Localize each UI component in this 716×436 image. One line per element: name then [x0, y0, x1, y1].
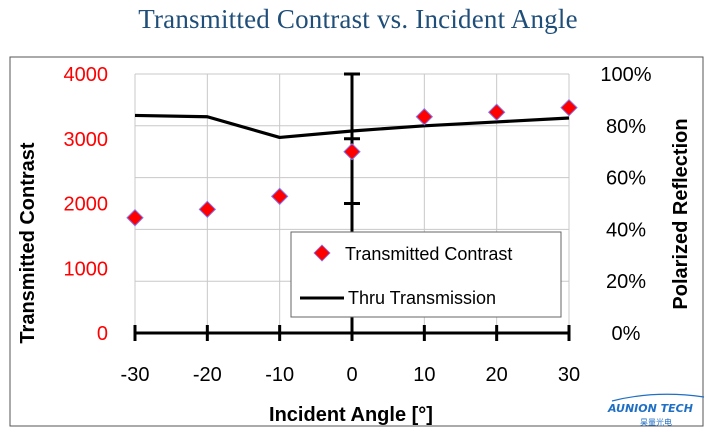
- x-tick-label: -20: [193, 364, 222, 386]
- legend-marker-transmitted-contrast: [313, 244, 331, 262]
- thru-transmission-line: [134, 113, 570, 140]
- x-axis-title: Incident Angle [°]: [269, 404, 433, 426]
- y-right-tick-label: 0%: [612, 323, 641, 345]
- transmitted-contrast-point: [270, 187, 289, 206]
- transmitted-contrast-point: [415, 108, 434, 126]
- transmitted-contrast-point: [560, 98, 578, 117]
- series-layer: [126, 98, 578, 227]
- legend-box: [290, 231, 562, 318]
- y-right-tick-label: 20%: [606, 271, 646, 293]
- transmitted-contrast-point: [198, 200, 217, 219]
- x-tick-label: -10: [265, 364, 294, 386]
- y-left-tick-label: 2000: [64, 194, 109, 216]
- y-right-tick-label: 40%: [606, 219, 646, 241]
- legend-label-transmitted-contrast: Transmitted Contrast: [345, 244, 512, 264]
- logo-text: AUNION TECH: [607, 402, 693, 415]
- y-right-tick-label: 60%: [606, 168, 646, 190]
- legend: Transmitted Contrast Thru Transmission: [290, 231, 562, 318]
- chart-title: Transmitted Contrast vs. Incident Angle: [138, 4, 578, 34]
- transmitted-contrast-point: [343, 142, 361, 161]
- logo-subtext: 昊量光电: [640, 417, 672, 427]
- x-tick-label: 20: [486, 364, 508, 386]
- tick-labels: -30 -20 -10 0 10 20 30 0 1000 2000 3000 4000 0% 20% 40…: [64, 64, 652, 386]
- y-axis-left-title: Transmitted Contrast: [17, 142, 39, 343]
- x-tick-label: 30: [558, 364, 580, 386]
- transmitted-contrast-point: [487, 103, 506, 121]
- legend-label-thru-transmission: Thru Transmission: [348, 288, 496, 308]
- y-left-tick-label: 4000: [64, 64, 109, 86]
- y-left-tick-label: 0: [97, 323, 108, 345]
- y-left-tick-label: 1000: [64, 258, 109, 280]
- transmitted-contrast-point: [126, 209, 144, 227]
- y-right-tick-label: 80%: [606, 116, 646, 138]
- x-tick-label: 10: [413, 364, 435, 386]
- logo: AUNION TECH 昊量光电: [607, 393, 705, 427]
- chart-frame: [9, 56, 704, 427]
- y-right-tick-label: 100%: [600, 64, 651, 86]
- logo-swoosh: [611, 393, 705, 402]
- x-tick-label: -30: [121, 364, 150, 386]
- y-left-tick-label: 3000: [64, 129, 109, 151]
- y-axis-right-title: Polarized Reflection: [670, 118, 692, 309]
- x-tick-label: 0: [346, 364, 357, 386]
